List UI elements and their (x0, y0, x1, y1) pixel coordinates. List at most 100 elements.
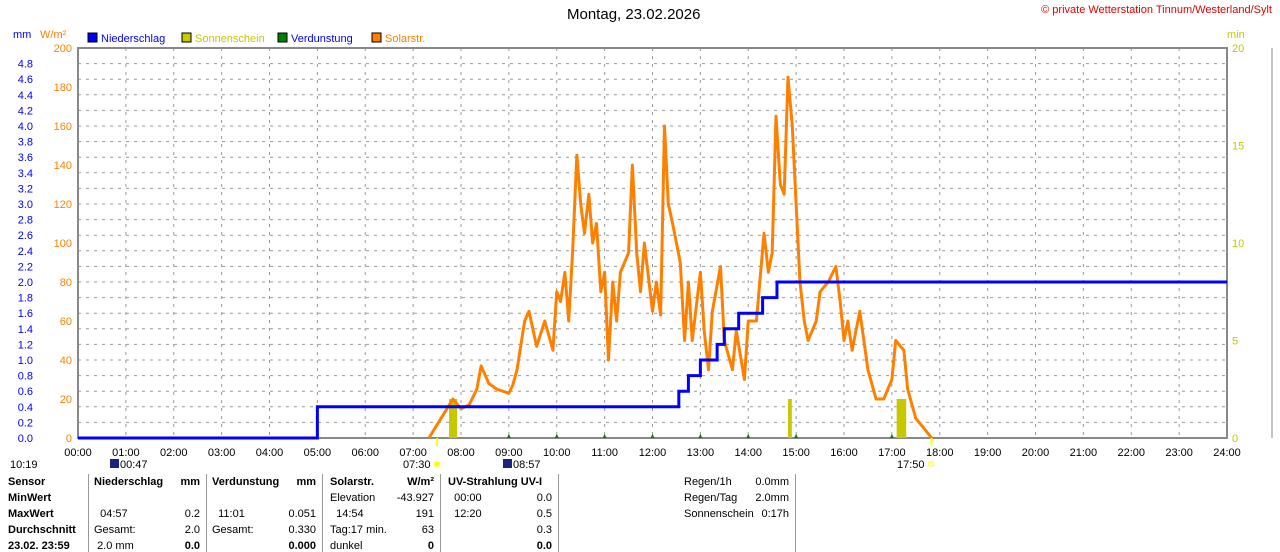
h: Solarstr. (330, 476, 375, 488)
summary: Regen/1h 0.0mm Regen/Tag 2.0mm Sonnenschei… (684, 474, 789, 522)
y-tick-mm: 4.4 (18, 90, 33, 102)
y-tick-wm2: 200 (54, 43, 72, 55)
x-tick-label: 02:00 (160, 447, 188, 459)
v: 0:17h (761, 508, 789, 520)
x-tick-label: 08:00 (447, 447, 475, 459)
v: 04:57 (100, 508, 128, 520)
copyright: © private Wetterstation Tinnum/Westerlan… (1041, 4, 1272, 16)
u: mm (180, 476, 200, 488)
col-niederschlag: Niederschlag mm 04:57 0.2 Gesamt: 2.0 2.0 m… (94, 474, 200, 552)
row-labels: Sensor MinWert MaxWert Durchschnitt 23.0… (8, 474, 76, 552)
y-tick-wm2: 160 (54, 121, 72, 133)
v: 0 (427, 540, 434, 552)
v: 00:00 (454, 492, 482, 504)
y-tick-min: 10 (1232, 238, 1244, 250)
y-tick-mm: 1.2 (18, 339, 33, 351)
v: Tag:17 min. (330, 524, 387, 536)
v: Gesamt: (94, 524, 136, 536)
sunshine-bar (896, 399, 907, 438)
v: 0.0 (536, 492, 552, 504)
y-tick-wm2: 100 (54, 238, 72, 250)
y-tick-mm: 0.6 (18, 386, 33, 398)
v: Sonnenschein (684, 508, 754, 520)
col-solar: Solarstr. W/m² Elevation -43.927 14:54 191 … (330, 474, 434, 552)
v: 0.051 (288, 508, 316, 520)
v: 12:20 (454, 508, 482, 520)
y-tick-mm: 3.8 (18, 137, 33, 149)
col-verdunstung: Verdunstung mm 11:01 0.051 Gesamt: 0.330 0.… (212, 474, 316, 552)
y-tick-min: 0 (1232, 433, 1238, 445)
x-tick-label: 23:00 (1165, 447, 1193, 459)
x-tick-label: 22:00 (1117, 447, 1145, 459)
legend-swatch (181, 32, 192, 43)
legend-label: Niederschlag (101, 33, 165, 45)
y-tick-mm: 1.6 (18, 308, 33, 320)
v: 0.0mm (755, 476, 789, 488)
x-tick-label: 13:00 (687, 447, 715, 459)
v: 0.2 (184, 508, 200, 520)
x-tick-label: 01:00 (112, 447, 140, 459)
y-tick-mm: 0.0 (18, 433, 33, 445)
y-tick-mm: 4.0 (18, 121, 33, 133)
row-last: 23.02. 23:59 (8, 540, 70, 552)
x-tick-label: 15:00 (782, 447, 810, 459)
v: Regen/Tag (684, 492, 738, 504)
y-tick-mm: 3.6 (18, 152, 33, 164)
u: mm (296, 476, 316, 488)
x-tick-label: 19:00 (974, 447, 1002, 459)
unit-min: min (1227, 29, 1245, 41)
v: 11:01 (218, 508, 245, 520)
y-tick-wm2: 140 (54, 160, 72, 172)
evaporation-mark (746, 434, 751, 438)
y-tick-mm: 2.2 (18, 261, 33, 273)
y-tick-wm2: 0 (66, 433, 72, 445)
y-tick-mm: 3.0 (18, 199, 33, 211)
row-avg: Durchschnitt (8, 524, 76, 536)
evaporation-mark (554, 434, 559, 438)
legend-swatch (87, 32, 98, 43)
y-tick-wm2: 60 (60, 316, 72, 328)
moonset-time: 00:47 (120, 459, 148, 471)
h: UV-Strahlung UV-I (448, 476, 543, 488)
v: Elevation (330, 492, 376, 504)
legend-label: Verdunstung (291, 33, 353, 45)
y-tick-mm: 2.6 (18, 230, 33, 242)
sunrise-icon (434, 461, 440, 467)
h: Niederschlag (94, 476, 164, 488)
x-tick-label: 14:00 (734, 447, 762, 459)
y-tick-mm: 3.2 (18, 183, 33, 195)
y-tick-mm: 3.4 (18, 168, 33, 180)
x-tick-label: 06:00 (351, 447, 379, 459)
h: Verdunstung (212, 476, 280, 488)
sunrise-time: 07:30 (403, 459, 431, 471)
x-tick-label: 24:00 (1213, 447, 1241, 459)
sunshine-bar (787, 399, 792, 438)
legend-label: Sonnenschein (195, 33, 265, 45)
y-tick-wm2: 180 (54, 82, 72, 94)
evaporation-mark (889, 434, 894, 438)
evaporation-mark (506, 434, 511, 438)
y-tick-min: 15 (1232, 141, 1244, 153)
evaporation-mark (794, 434, 799, 438)
v: 0.5 (536, 508, 552, 520)
chart-svg: Niederschlag Sonnenschein Verdunstung Solar… (10, 32, 1273, 471)
y-tick-mm: 4.8 (18, 59, 33, 71)
y-tick-mm: 4.2 (18, 105, 33, 117)
y-tick-wm2: 80 (60, 277, 72, 289)
v: 63 (421, 524, 434, 536)
row-sensor: Sensor (8, 476, 46, 488)
v: 2.0mm (755, 492, 789, 504)
y-tick-min: 5 (1232, 336, 1238, 348)
row-min: MinWert (8, 492, 52, 504)
x-tick-label: 12:00 (639, 447, 667, 459)
solar-line (427, 75, 933, 439)
evaporation-mark (650, 434, 655, 438)
v: 0.330 (288, 524, 316, 536)
y-tick-mm: 1.8 (18, 293, 33, 305)
sunset-time: 17:50 (897, 459, 925, 471)
v: 2.0 mm (97, 540, 134, 552)
x-tick-label: 05:00 (304, 447, 332, 459)
y-tick-mm: 0.2 (18, 417, 33, 429)
col-uv: UV-Strahlung UV-I 00:00 0.0 12:20 0.5 0.3 … (448, 474, 552, 552)
